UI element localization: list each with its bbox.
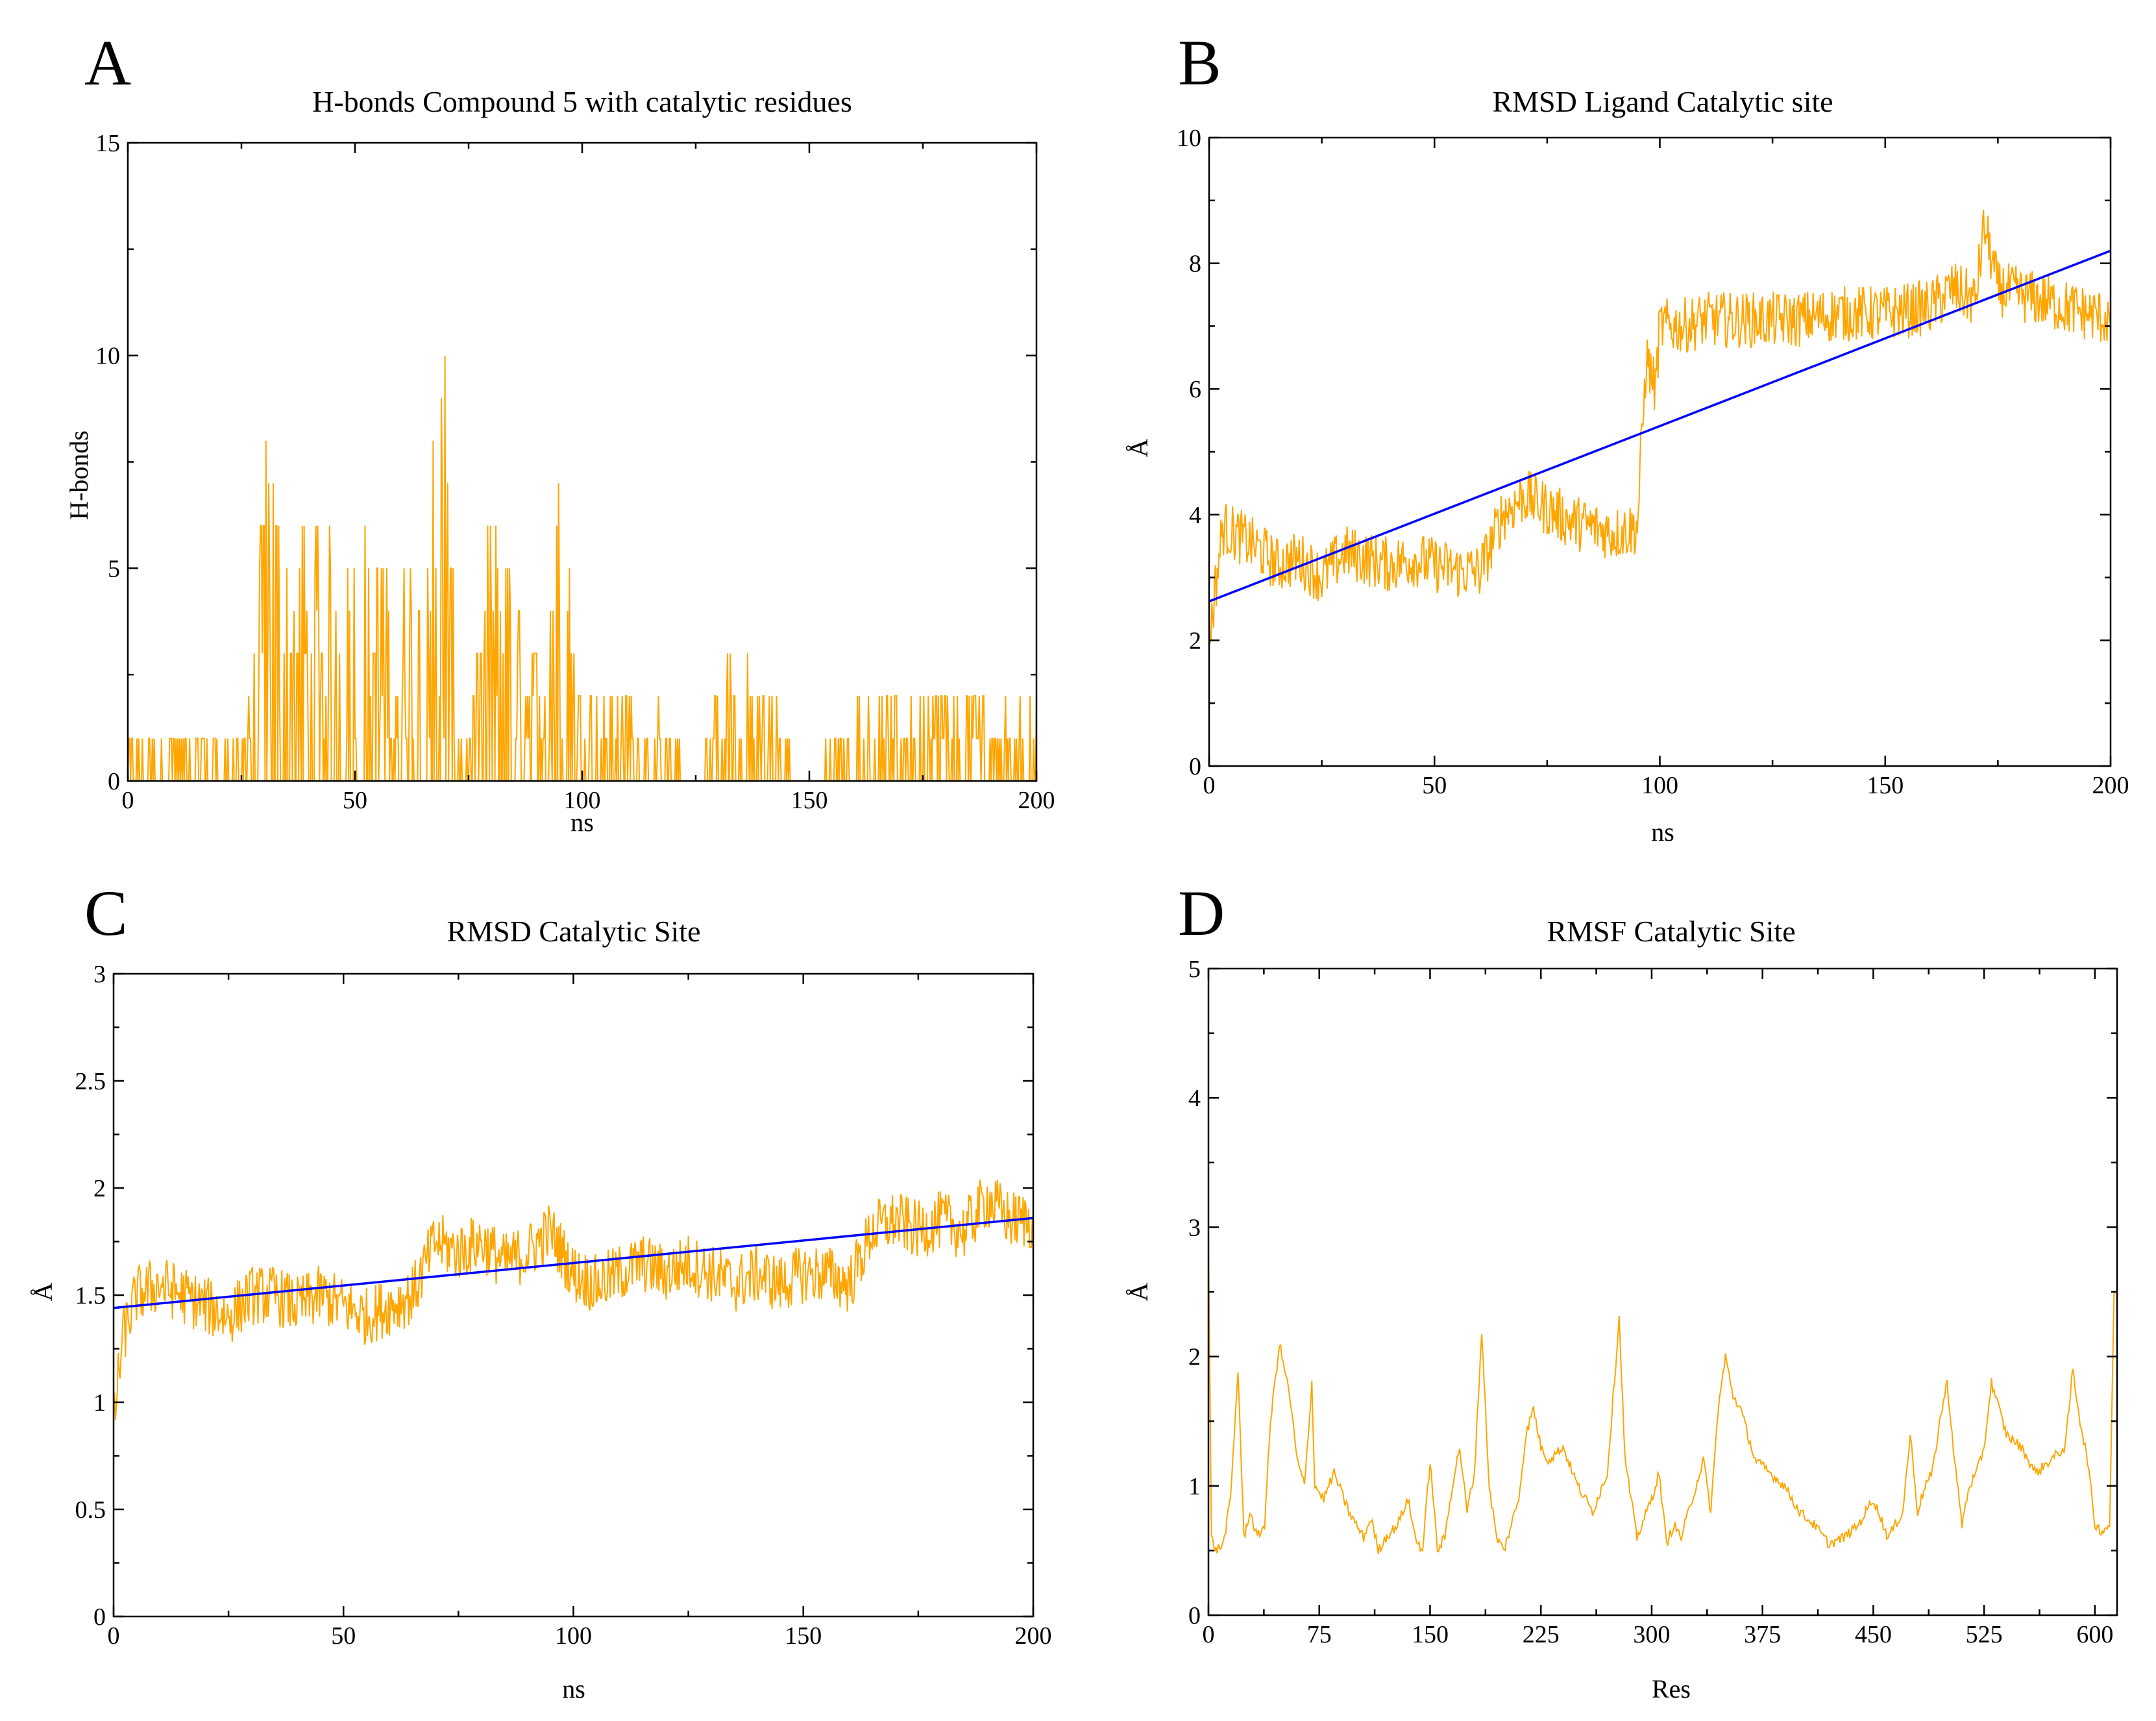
y-tick-label-b: 10 (1177, 125, 1201, 152)
x-tick-label-d: 150 (1412, 1621, 1449, 1648)
y-tick-label-b: 2 (1189, 627, 1201, 654)
x-tick-label-d: 225 (1523, 1621, 1560, 1648)
x-tick-label-a: 100 (564, 787, 601, 814)
chart-title-b: RMSD Ligand Catalytic site (1492, 85, 1833, 118)
x-tick-label-d: 75 (1307, 1621, 1332, 1648)
x-tick-label-b: 50 (1422, 772, 1447, 799)
plot-area-c: 0 50 100 150 200 0 0.5 1 1.5 2 2.5 3 (75, 961, 1052, 1650)
y-tick-label-a: 5 (108, 555, 120, 582)
x-tick-label-b: 200 (2092, 772, 2129, 799)
plot-frame-d (1207, 967, 2118, 1616)
plot-area-a: 0 50 100 150 200 0 5 10 15 (95, 130, 1055, 814)
y-tick-label-c: 1 (93, 1389, 106, 1417)
trend-line-c (113, 1217, 1034, 1309)
y-tick-label-c: 3 (93, 961, 106, 988)
x-tick-label-a: 50 (343, 787, 367, 814)
y-tick-label-a: 10 (95, 343, 120, 370)
plot-area-d: 0 75 150 225 300 375 450 525 600 0 1 2 3 4 5 (1188, 956, 2118, 1648)
panel-letter-c: C (84, 877, 128, 949)
x-tick-label-c: 50 (331, 1622, 356, 1650)
data-series-b (1208, 210, 2111, 644)
plot-area-b: 0 50 100 150 200 0 2 4 6 8 10 (1177, 125, 2129, 799)
chart-title-c: RMSD Catalytic Site (447, 915, 701, 948)
plot-frame-b (1208, 136, 2112, 767)
x-axis-label-c: ns (562, 1674, 585, 1703)
y-tick-label-b: 4 (1189, 502, 1201, 529)
y-tick-label-d: 1 (1188, 1473, 1201, 1500)
y-tick-label-c: 2 (93, 1175, 106, 1202)
x-tick-label-c: 150 (785, 1622, 822, 1650)
y-tick-label-d: 3 (1188, 1214, 1201, 1241)
y-tick-label-c: 2.5 (75, 1068, 106, 1095)
y-tick-label-c: 0 (93, 1603, 106, 1631)
y-tick-label-b: 0 (1189, 753, 1201, 780)
y-tick-label-c: 0.5 (75, 1496, 106, 1524)
y-tick-label-a: 15 (95, 130, 120, 157)
chart-title-d: RMSF Catalytic Site (1547, 915, 1795, 948)
x-tick-label-b: 150 (1867, 772, 1904, 799)
x-tick-label-c: 200 (1015, 1622, 1052, 1650)
y-axis-label-d: Å (1124, 1282, 1153, 1301)
y-axis-label-b: Å (1124, 438, 1153, 457)
x-tick-label-d: 0 (1203, 1621, 1215, 1648)
x-tick-label-b: 0 (1203, 772, 1216, 799)
x-tick-label-b: 100 (1641, 772, 1678, 799)
x-tick-label-d: 300 (1633, 1621, 1670, 1648)
panel-letter-d: D (1178, 877, 1225, 949)
x-tick-label-d: 525 (1966, 1621, 2003, 1648)
data-series-a (127, 355, 1037, 782)
panel-letter-a: A (84, 27, 131, 99)
x-tick-label-a: 200 (1018, 787, 1055, 814)
panel-c: C RMSD Catalytic Site Å ns 0 50 100 150 2000… (29, 877, 1052, 1703)
y-tick-label-d: 4 (1188, 1085, 1201, 1112)
trend-line-b (1208, 249, 2111, 603)
x-tick-label-d: 375 (1744, 1621, 1781, 1648)
panel-a: A H-bonds Compound 5 with catalytic resi… (64, 27, 1055, 837)
y-tick-label-d: 5 (1188, 956, 1201, 983)
panel-letter-b: B (1178, 27, 1221, 99)
y-tick-label-b: 6 (1189, 376, 1201, 403)
panel-b: B RMSD Ligand Catalytic site Å ns 0 50 100… (1124, 27, 2129, 847)
y-axis-label-c: Å (29, 1282, 58, 1301)
y-tick-label-c: 1.5 (75, 1282, 106, 1309)
y-tick-label-d: 0 (1188, 1602, 1201, 1629)
x-axis-label-a: ns (570, 808, 594, 837)
x-tick-label-a: 150 (791, 787, 828, 814)
data-series-c (113, 1179, 1034, 1420)
y-tick-label-a: 0 (108, 768, 120, 795)
x-tick-label-d: 450 (1855, 1621, 1892, 1648)
x-tick-label-d: 600 (2076, 1621, 2113, 1648)
x-tick-label-a: 0 (122, 787, 134, 814)
x-axis-label-b: ns (1651, 817, 1674, 847)
x-tick-label-c: 100 (555, 1622, 592, 1650)
chart-title-a: H-bonds Compound 5 with catalytic residu… (312, 85, 852, 118)
x-tick-label-c: 0 (108, 1622, 120, 1650)
x-axis-label-d: Res (1652, 1674, 1691, 1703)
panel-d: D RMSF Catalytic Site Å Res 0 75 150 225 300… (1124, 877, 2118, 1703)
y-axis-label-a: H-bonds (64, 430, 93, 520)
y-tick-label-d: 2 (1188, 1344, 1201, 1371)
y-tick-label-b: 8 (1189, 251, 1201, 278)
data-series-d (1208, 1241, 2115, 1555)
